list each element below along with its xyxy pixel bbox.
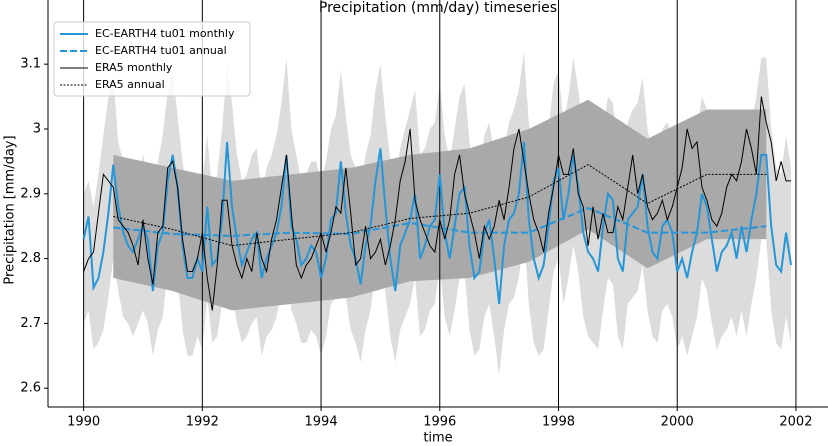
x-tick-label: 2002	[779, 415, 812, 430]
chart-title: Precipitation (mm/day) timeseries	[319, 0, 557, 16]
series-line	[113, 206, 767, 237]
legend-label: EC-EARTH4 tu01 monthly	[95, 27, 235, 40]
legend-label: ERA5 annual	[95, 78, 165, 91]
y-tick-label: 2.9	[20, 186, 41, 201]
y-tick-label: 2.7	[20, 316, 41, 331]
series-line	[83, 96, 792, 311]
x-tick-label: 1990	[67, 415, 100, 430]
y-tick-label: 3	[33, 121, 41, 136]
x-tick-label: 1996	[423, 415, 456, 430]
y-axis-label: Precipitation [mm/day]	[3, 135, 18, 284]
x-tick-label: 1994	[305, 415, 338, 430]
legend-label: ERA5 monthly	[95, 61, 173, 74]
y-tick-label: 2.8	[20, 251, 41, 266]
x-tick-label: 1998	[542, 415, 575, 430]
series-line	[113, 164, 767, 247]
y-tick-label: 2.6	[20, 381, 41, 396]
x-axis-label: time	[423, 431, 452, 446]
legend-box	[53, 21, 251, 97]
legend-label: EC-EARTH4 tu01 annual	[95, 44, 227, 57]
series-line	[82, 141, 793, 305]
legend: EC-EARTH4 tu01 monthly EC-EARTH4 tu01 ann…	[53, 21, 251, 97]
x-tick-label: 1992	[186, 415, 219, 430]
y-tick-label: 3.1	[20, 57, 41, 72]
x-tick-label: 2000	[661, 415, 694, 430]
